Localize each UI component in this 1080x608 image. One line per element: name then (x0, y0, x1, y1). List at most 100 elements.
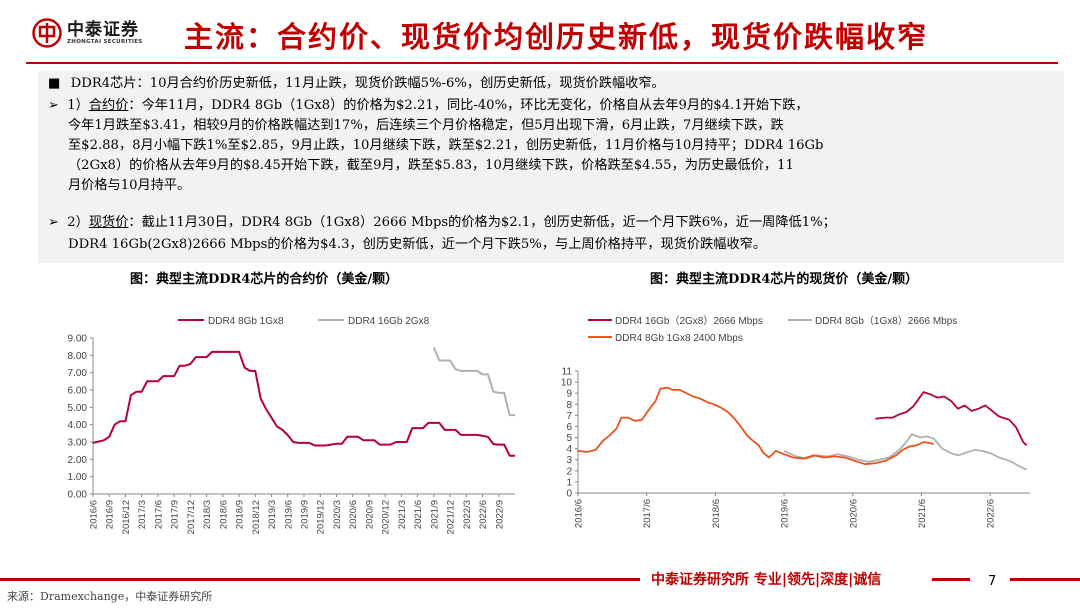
summary-box: ■ DDR4芯片：10月合约价历史新低，11月止跌，现货价跌幅5%-6%，创历史… (38, 71, 1064, 263)
x-tick-label: 2017/6 (642, 499, 653, 528)
y-tick-label: 6.00 (68, 386, 88, 397)
x-tick-label: 2020/3 (332, 500, 343, 529)
x-tick-label: 2021/12 (446, 500, 457, 534)
x-tick-label: 2016/6 (574, 499, 585, 528)
brand-logo: 中泰证券 ZHONGTAI SECURITIES (32, 18, 143, 48)
x-tick-label: 2019/12 (316, 500, 327, 534)
x-tick-label: 2016/12 (121, 500, 132, 534)
point1-line-5: 月价格与10月持平。 (68, 178, 191, 193)
y-tick-label: 4 (566, 444, 572, 455)
x-tick-label: 2018/3 (202, 500, 213, 529)
title-divider (26, 62, 1058, 64)
point2-text-1: ：截止11月30日，DDR4 8Gb（1Gx8）2666 Mbps的价格为$2.… (128, 215, 836, 230)
legend-label: DDR4 16Gb（2Gx8）2666 Mbps (615, 315, 763, 327)
caption-left: 图：典型主流DDR4芯片的合约价（美金/颗） (130, 272, 399, 287)
y-tick-label: 2 (566, 466, 572, 477)
series-line (783, 433, 1027, 471)
page-title: 主流：合约价、现货价均创历史新低，现货价跌幅收窄 (184, 20, 929, 54)
contract-price-chart: DDR4 8Gb 1Gx8 DDR4 16Gb 2Gx8 0.00 1.00 2.00 3… (68, 316, 515, 534)
legend-label: DDR4 8Gb 1Gx8 (208, 316, 284, 327)
y-tick-label: 6 (566, 422, 572, 433)
y-tick-label: 5.00 (68, 403, 88, 414)
x-tick-label: 2021/6 (917, 499, 928, 528)
x-tick-label: 2018/6 (218, 500, 229, 529)
point2-line-1: ➢ 2）现货价：截止11月30日，DDR4 8Gb（1Gx8）2666 Mbps… (48, 213, 836, 233)
point2-term: 现货价 (88, 215, 129, 230)
y-tick-label: 9 (566, 389, 572, 400)
x-tick-label: 2019/9 (300, 500, 311, 529)
legend-label: DDR4 8Gb（1Gx8）2666 Mbps (815, 315, 957, 327)
y-tick-label: 11 (562, 367, 573, 378)
x-tick-label: 2018/12 (251, 500, 262, 534)
headline-text: DDR4芯片：10月合约价历史新低，11月止跌，现货价跌幅5%-6%，创历史新低… (70, 76, 665, 91)
point1-text-1: ：今年11月，DDR4 8Gb（1Gx8）的价格为$2.21，同比-40%，环比… (128, 98, 809, 113)
y-tick-label: 8 (566, 400, 572, 411)
y-tick-label: 9.00 (68, 334, 88, 345)
x-tick-label: 2016/9 (105, 500, 116, 529)
y-tick-label: 5 (566, 433, 572, 444)
x-tick-label: 2022/6 (478, 500, 489, 529)
point1-line-2: 今年1月跌至$3.41，相较9月的价格跌幅达到17%，后连续三个月价格稳定，但5… (68, 118, 784, 133)
x-tick-label: 2021/9 (429, 500, 440, 529)
point2-prefix: 2） (67, 215, 89, 230)
x-tick-label: 2019/3 (267, 500, 278, 529)
source-note: 来源：Dramexchange，中泰证券研究所 (7, 590, 213, 603)
x-tick-label: 2019/6 (283, 500, 294, 529)
y-tick-label: 2.00 (68, 455, 88, 466)
y-tick-label: 0 (566, 489, 572, 500)
y-tick-label: 3.00 (68, 438, 88, 449)
y-tick-label: 1.00 (68, 472, 88, 483)
point1-line-4: （2Gx8）的价格从去年9月的$8.45开始下跌，截至9月，跌至$5.83，10… (68, 158, 794, 173)
x-tick-label: 2021/3 (397, 500, 408, 529)
x-tick-label: 2017/12 (186, 500, 197, 534)
point2-line-2: DDR4 16Gb(2Gx8)2666 Mbps的价格为$4.3，创历史新低，近… (68, 237, 767, 252)
spot-price-chart: DDR4 16Gb（2Gx8）2666 Mbps DDR4 8Gb（1Gx8）26… (561, 315, 1030, 528)
legend-label: DDR4 16Gb 2Gx8 (348, 316, 430, 327)
logo-name-cn: 中泰证券 (67, 20, 139, 40)
x-tick-label: 2021/6 (413, 500, 424, 529)
y-tick-label: 0.00 (68, 490, 88, 501)
y-tick-label: 10 (561, 378, 573, 389)
logo-name-en: ZHONGTAI SECURITIES (67, 39, 143, 45)
footer-slogan: 中泰证券研究所 专业|领先|深度|诚信 (651, 572, 882, 588)
point1-line-1: ➢ 1）合约价：今年11月，DDR4 8Gb（1Gx8）的价格为$2.21，同比… (48, 96, 809, 116)
y-tick-label: 8.00 (68, 351, 88, 362)
summary-headline: ■ DDR4芯片：10月合约价历史新低，11月止跌，现货价跌幅5%-6%，创历史… (48, 74, 665, 94)
x-tick-label: 2017/9 (170, 500, 181, 529)
x-tick-label: 2022/6 (986, 499, 997, 528)
series-line (577, 386, 935, 466)
series-line (875, 391, 1028, 446)
logo-mark-icon (32, 18, 62, 48)
arrow-bullet-icon: ➢ (48, 98, 60, 113)
legend-label: DDR4 8Gb 1Gx8 2400 Mbps (615, 333, 743, 344)
series-line (92, 350, 515, 457)
page-number: 7 (988, 574, 997, 589)
point1-term: 合约价 (88, 98, 129, 113)
x-tick-label: 2016/6 (89, 500, 100, 529)
x-tick-label: 2017/6 (153, 500, 164, 529)
footer-rule-right (1010, 578, 1080, 581)
y-tick-label: 7 (566, 411, 572, 422)
x-tick-label: 2017/3 (137, 500, 148, 529)
x-tick-label: 2019/6 (780, 499, 791, 528)
point1-line-3: 至$2.88，8月小幅下跌1%至$2.85，9月止跌，10月继续下跌，跌至$2.… (68, 138, 824, 153)
y-tick-label: 4.00 (68, 420, 88, 431)
x-tick-label: 2018/9 (235, 500, 246, 529)
y-tick-label: 3 (566, 455, 572, 466)
x-tick-label: 2022/3 (462, 500, 473, 529)
x-tick-label: 2020/6 (848, 499, 859, 528)
footer-rule-mid (932, 578, 970, 581)
footer-rule-left (0, 578, 640, 581)
y-tick-label: 7.00 (68, 368, 88, 379)
y-tick-label: 1 (566, 477, 572, 488)
square-bullet-icon: ■ (48, 76, 61, 91)
arrow-bullet-icon: ➢ (48, 215, 60, 230)
series-line (432, 347, 515, 417)
x-tick-label: 2020/9 (364, 500, 375, 529)
point1-prefix: 1） (67, 98, 89, 113)
x-tick-label: 2020/6 (348, 500, 359, 529)
x-tick-label: 2018/6 (711, 499, 722, 528)
caption-right: 图：典型主流DDR4芯片的现货价（美金/颗） (650, 272, 919, 287)
x-tick-label: 2020/12 (381, 500, 392, 534)
x-tick-label: 2022/9 (494, 500, 505, 529)
